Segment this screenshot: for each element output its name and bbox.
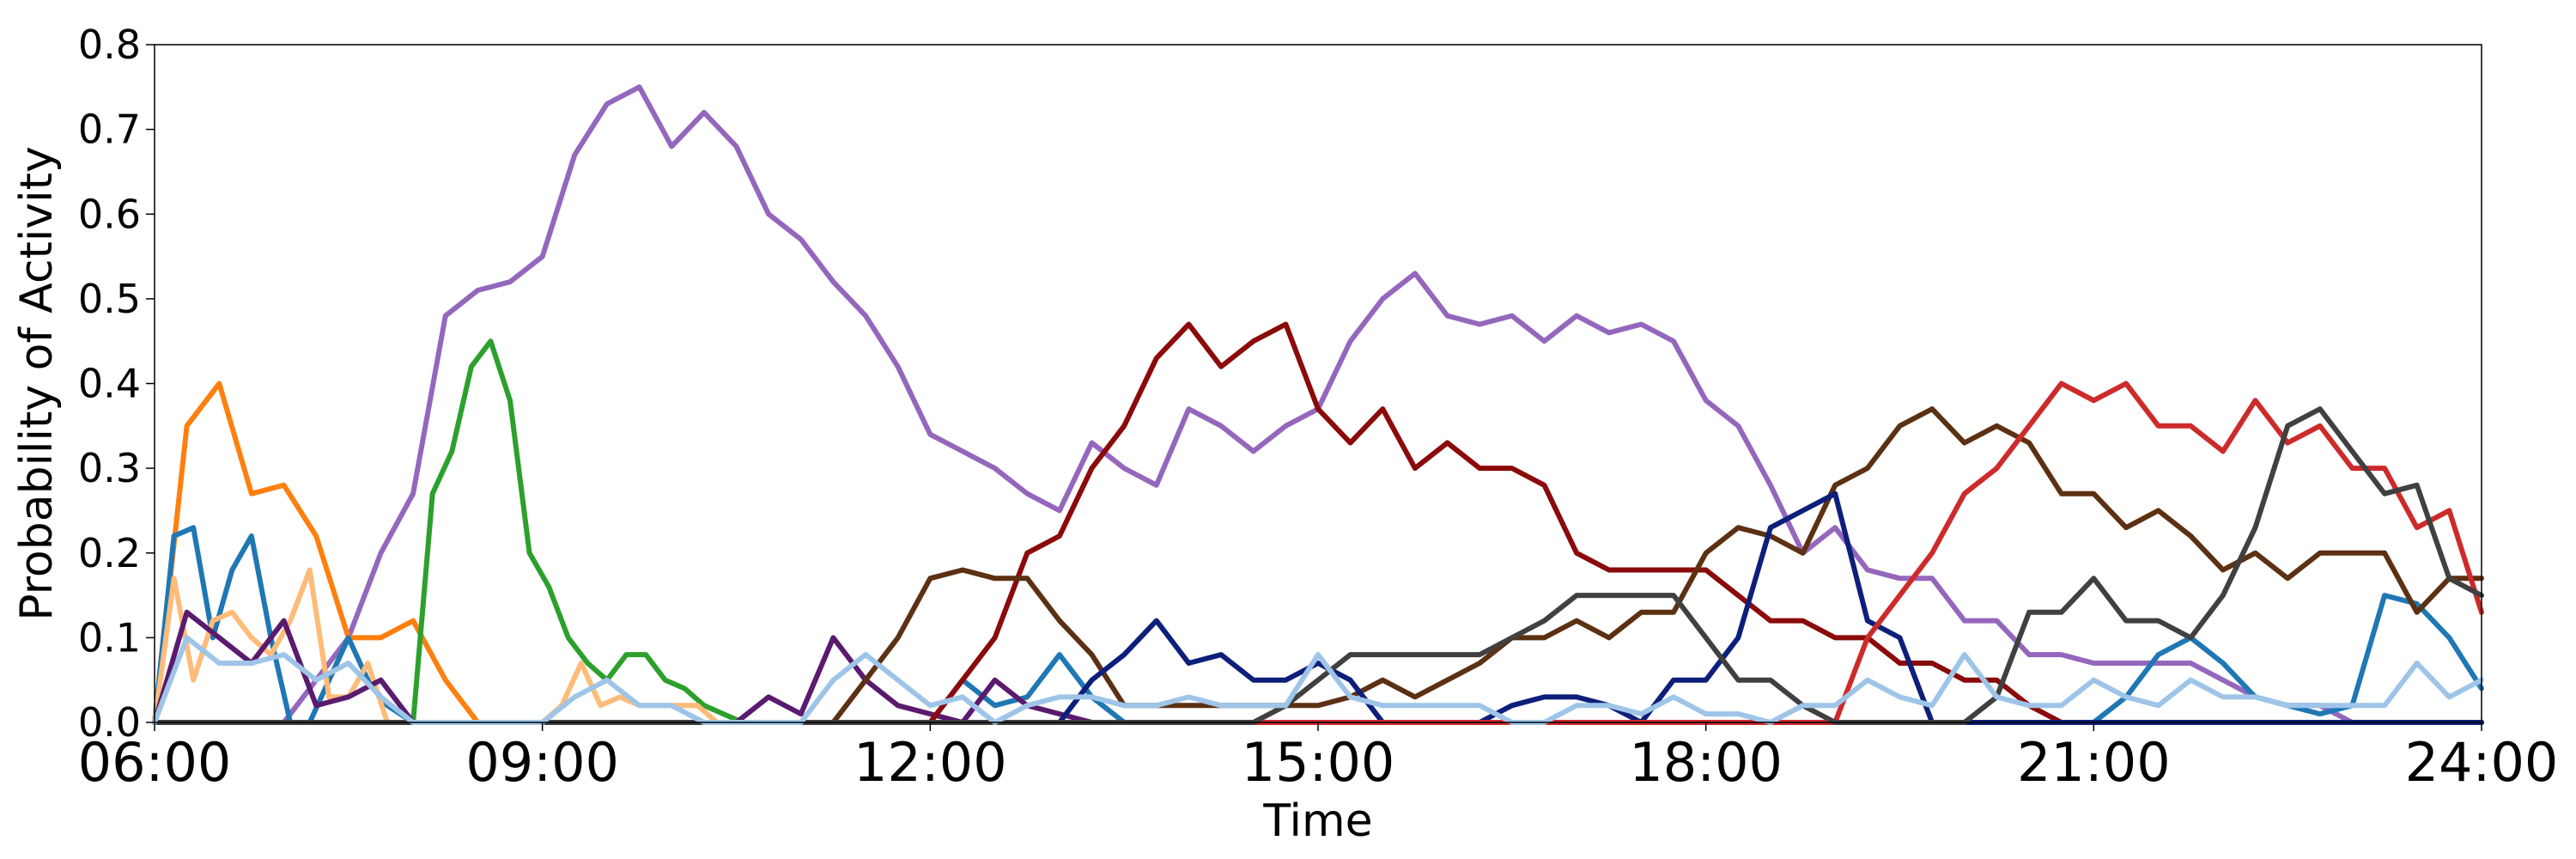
series-line-6 xyxy=(152,609,2484,725)
x-tick-label: 06:00 xyxy=(78,731,232,794)
x-axis-label: Time xyxy=(1262,795,1372,847)
series-group xyxy=(152,84,2484,725)
x-tick-label: 09:00 xyxy=(465,731,619,794)
series-line-2 xyxy=(152,381,2484,725)
y-tick-label: 0.5 xyxy=(78,276,141,322)
x-tick-label: 21:00 xyxy=(2017,731,2171,794)
y-tick-label: 0.2 xyxy=(78,530,141,576)
y-axis: 0.0 0.1 0.2 0.3 0.4 0.5 0.6 0.7 0.8 xyxy=(78,21,155,746)
y-tick-label: 0.1 xyxy=(78,614,141,661)
series-line-9 xyxy=(152,490,2484,725)
series-line-10 xyxy=(152,381,2484,725)
series-line-1 xyxy=(152,84,2484,725)
series-line-12 xyxy=(152,635,2484,725)
series-line-4 xyxy=(152,338,2484,725)
y-tick-label: 0.6 xyxy=(78,191,141,237)
y-tick-label: 0.8 xyxy=(78,21,141,68)
x-tick-label: 24:00 xyxy=(2405,731,2559,794)
series-line-11 xyxy=(152,406,2484,725)
y-tick-label: 0.7 xyxy=(78,107,141,153)
y-tick-label: 0.4 xyxy=(78,361,141,407)
y-axis-label: Probability of Activity xyxy=(11,146,63,621)
x-axis: 06:00 09:00 12:00 15:00 18:00 21:00 24:00 xyxy=(78,722,2559,794)
y-tick-label: 0.0 xyxy=(78,699,141,746)
series-line-7 xyxy=(152,321,2484,725)
series-line-3 xyxy=(152,525,2484,725)
series-line-8 xyxy=(152,406,2484,725)
x-tick-label: 18:00 xyxy=(1629,731,1783,794)
x-tick-label: 12:00 xyxy=(854,731,1007,794)
y-tick-label: 0.3 xyxy=(78,445,141,491)
x-tick-label: 15:00 xyxy=(1242,731,1395,794)
